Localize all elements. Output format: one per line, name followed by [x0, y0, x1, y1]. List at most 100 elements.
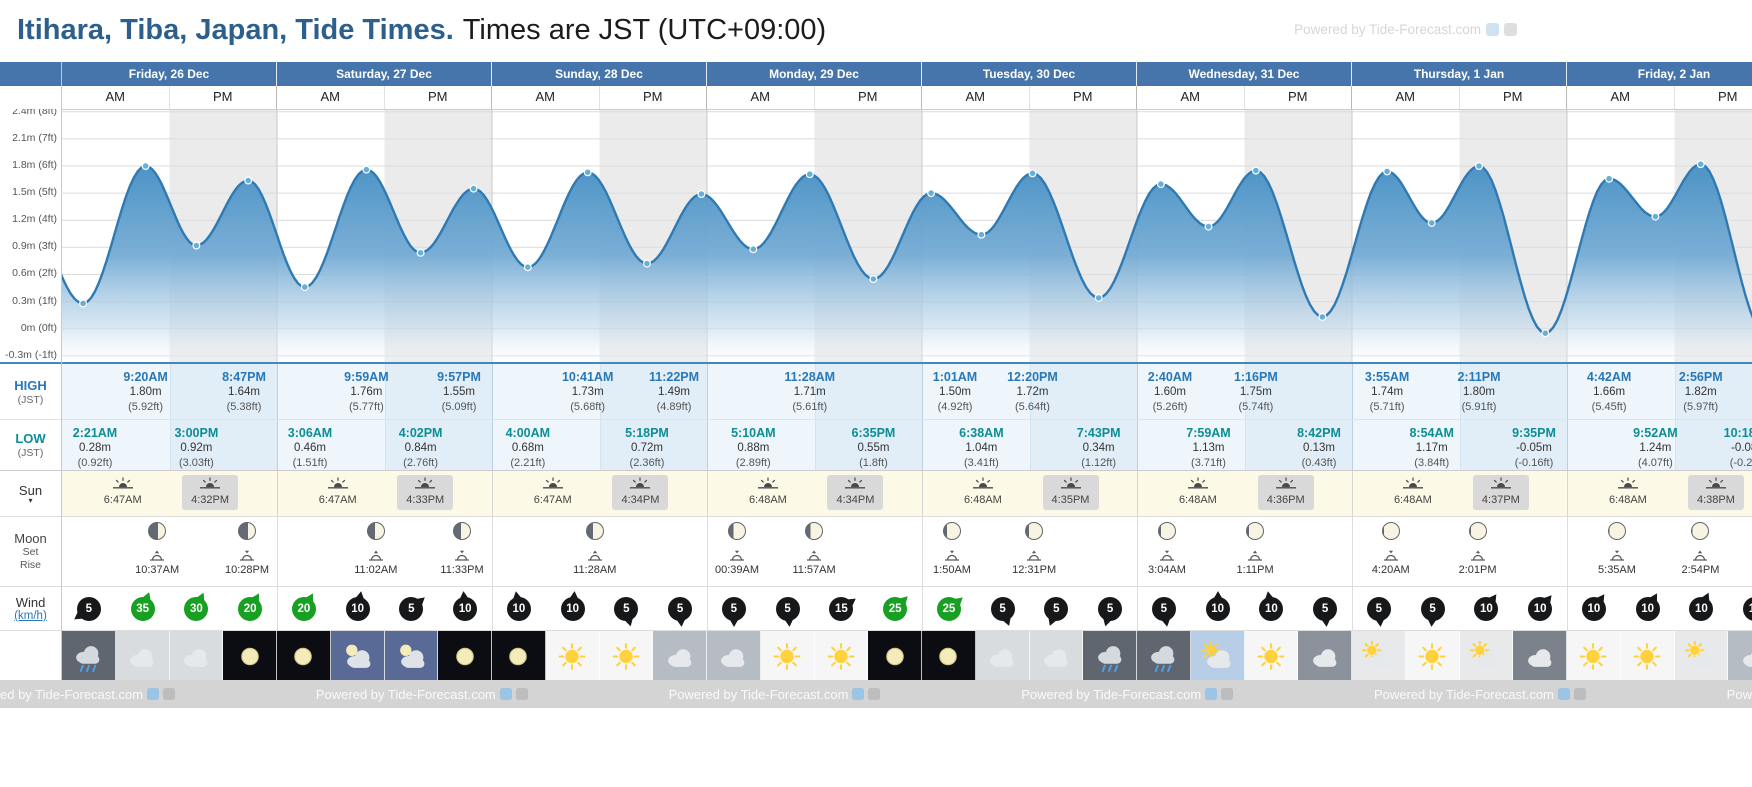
tide-time: 2:11PM	[1457, 370, 1501, 384]
tide-height-m: 0.92m	[180, 442, 213, 454]
powered-by-link[interactable]: Powered by Tide-Forecast.com	[315, 686, 496, 702]
wind-label: Wind	[15, 595, 46, 610]
tide-time: 8:54AM	[1409, 426, 1454, 440]
low-tide-entry: 4:00AM 0.68m (2.21ft)	[480, 425, 576, 470]
weather-tile	[1513, 631, 1567, 680]
app-store-icon[interactable]	[499, 688, 512, 700]
weather-row	[62, 630, 1752, 680]
chevron-down-icon: ▾	[28, 496, 33, 505]
tide-height-m: 1.55m	[443, 386, 475, 398]
moon-phase-icon	[1381, 522, 1400, 540]
y-axis-label: 0m (0ft)	[20, 321, 57, 334]
column-separator	[277, 587, 278, 630]
app-store-icon[interactable]	[1557, 688, 1570, 700]
tide-height-m: 1.71m	[793, 386, 826, 398]
low-tide-entry: 5:10AM 0.88m (2.89ft)	[705, 425, 801, 470]
column-separator	[1137, 471, 1138, 516]
wind-speed: 10	[1581, 597, 1606, 621]
moon-time: 3:04AM	[1148, 564, 1186, 576]
moon-label: Moon	[14, 531, 47, 546]
weather-icon-sun	[827, 642, 855, 670]
powered-by-link[interactable]: Powered by Tide-Forecast.com	[668, 686, 849, 702]
app-store-icon[interactable]	[1205, 688, 1218, 700]
wind-speed: 5	[1151, 597, 1176, 621]
tide-height-ft: (1.12ft)	[1081, 456, 1117, 469]
app-store-icon[interactable]	[852, 688, 865, 700]
weather-icon-sun	[1633, 642, 1661, 670]
play-store-icon[interactable]	[1573, 688, 1586, 700]
day-columns: Friday, 26 Dec Saturday, 27 Dec Sunday, 28…	[62, 62, 1752, 680]
half-day-band	[922, 420, 1030, 470]
moon-time: 1:11PM	[1236, 564, 1274, 576]
powered-by-link[interactable]: Powered by Tide-Forecast.com	[1373, 686, 1554, 702]
moon-time: 5:35AM	[1598, 564, 1636, 576]
wind-speed: 15	[829, 597, 854, 621]
tide-time: 11:22PM	[648, 370, 700, 384]
moon-time: 11:28AM	[573, 564, 617, 576]
tide-time: 4:00AM	[505, 426, 551, 440]
column-separator	[1352, 364, 1353, 419]
powered-by-watermark: Powered by Tide-Forecast.com	[1294, 22, 1517, 37]
sun-row: 6:47AM 4:32PM 6:47AM 4:33PM 6:47AM 4:34PM 6:48…	[62, 470, 1752, 516]
wind-speed: 5	[399, 597, 424, 621]
half-day-band	[707, 420, 815, 470]
tide-extreme-marker	[1541, 329, 1550, 338]
weather-tile	[868, 631, 922, 680]
column-separator	[384, 364, 386, 419]
wind-speed: 10	[1474, 597, 1499, 621]
wind-unit-link[interactable]: (km/h)	[14, 610, 47, 622]
moon-entry: 11:57AM	[784, 522, 844, 576]
weather-icon-moon	[294, 647, 313, 665]
wind-badge: 5	[1039, 592, 1073, 628]
powered-by-link[interactable]: Pow	[1726, 686, 1752, 702]
tide-height-ft: (5.45ft)	[1591, 400, 1627, 413]
weather-icon-sun	[1257, 642, 1285, 670]
sun-row-label[interactable]: Sun ▾	[0, 470, 61, 516]
powered-by-link[interactable]: Powered by Tide-Forecast.com	[1021, 686, 1202, 702]
app-store-icon[interactable]	[147, 688, 160, 700]
play-store-icon[interactable]	[868, 688, 881, 700]
half-day-band	[707, 364, 815, 419]
weather-tile	[814, 631, 869, 680]
tide-extreme-marker	[1427, 218, 1436, 227]
low-tide-entry: 6:38AM 1.04m (3.41ft)	[933, 425, 1029, 470]
low-tide-entry: 7:59AM 1.13m (3.71ft)	[1160, 425, 1256, 470]
tide-height-m: 1.13m	[1192, 442, 1225, 454]
tide-height-m: 0.28m	[79, 442, 111, 454]
column-separator	[922, 364, 923, 419]
moon-phase-icon	[238, 522, 256, 540]
weather-icon-cloud	[990, 648, 1014, 667]
tide-height-m: 1.82m	[1684, 386, 1717, 398]
play-store-icon	[1504, 23, 1517, 36]
column-separator	[1244, 364, 1246, 419]
powered-by-footer: Powered by Tide-Forecast.com	[316, 687, 528, 702]
moon-phase-icon	[1246, 522, 1265, 540]
day-header: Friday, 2 Jan	[1567, 62, 1752, 86]
ampm-label: AM	[1137, 86, 1245, 109]
half-day-band	[1244, 420, 1352, 470]
half-day-band	[492, 364, 600, 419]
weather-icon-cloud-sun	[1362, 640, 1392, 668]
page-title: Itihara, Tiba, Japan, Tide Times.	[17, 14, 454, 46]
column-separator	[492, 471, 493, 516]
moon-set-icon	[455, 550, 469, 561]
wind-badge: 5	[717, 592, 751, 627]
play-store-icon[interactable]	[1221, 688, 1234, 700]
moon-phase-icon	[1607, 522, 1626, 540]
wind-badge: 15	[824, 592, 859, 626]
wind-speed: 10	[506, 597, 531, 621]
sunset-time: 4:37PM	[1481, 494, 1520, 507]
half-day-band	[492, 420, 600, 470]
powered-by-link[interactable]: ed by Tide-Forecast.com	[0, 686, 144, 702]
tide-height-m: -0.05m	[1516, 442, 1552, 454]
low-tide-row: 2:21AM 0.28m (0.92ft) 3:00PM 0.92m (3.03ft) 3:…	[62, 419, 1752, 470]
moon-phase-icon	[1158, 522, 1176, 540]
play-store-icon[interactable]	[515, 688, 528, 700]
weather-tile	[115, 631, 170, 680]
high-tide-entry: 12:20PM 1.72m (5.64ft)	[984, 369, 1080, 414]
wind-badge: 30	[179, 590, 213, 626]
tide-height-m: 1.64m	[228, 386, 260, 398]
tide-extreme-marker	[1156, 180, 1165, 189]
play-store-icon[interactable]	[163, 688, 176, 700]
low-tide-entry: 6:35PM 0.55m (1.8ft)	[825, 425, 921, 470]
